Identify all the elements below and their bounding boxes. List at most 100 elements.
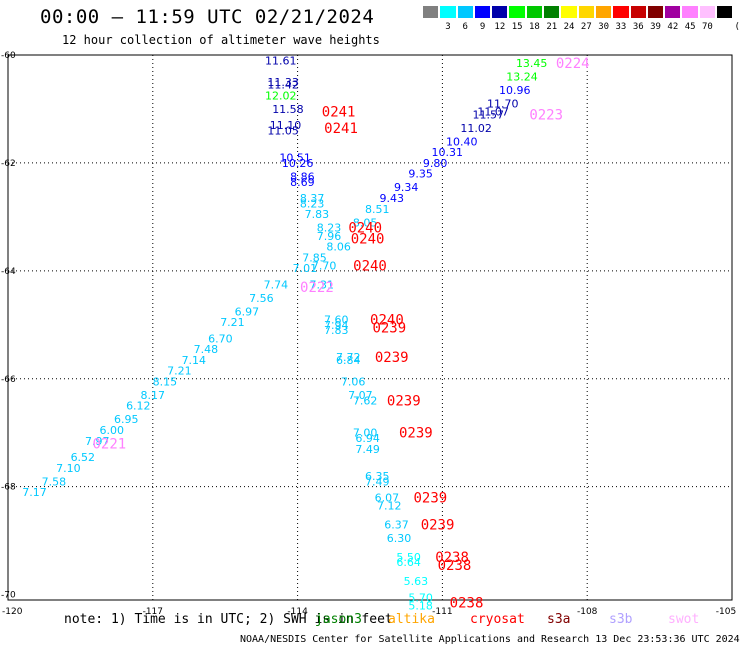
wave-height-label: 13.24 (506, 71, 538, 84)
wave-height-label: 6.70 (208, 332, 233, 345)
wave-height-label: 11.07 (477, 106, 509, 119)
wave-height-label: 7.83 (324, 324, 349, 337)
wave-height-label: 7.07 (348, 389, 373, 402)
legend-swatch (612, 5, 630, 19)
wave-height-label: 7.06 (341, 375, 366, 388)
time-label: 0239 (372, 321, 406, 337)
legend-swatch (716, 5, 734, 19)
legend-swatch (491, 5, 509, 19)
legend-label: 15 (511, 22, 523, 32)
legend-swatch (577, 5, 595, 19)
legend-label: 36 (632, 22, 644, 32)
wave-height-label: 6.00 (100, 424, 125, 437)
legend-label: 70 (702, 22, 713, 32)
time-label: 0239 (399, 426, 433, 442)
wave-height-label: 7.21 (220, 316, 245, 329)
mission-label-s3a: s3a (547, 612, 571, 627)
wave-height-label: 7.72 (336, 351, 361, 364)
wave-height-label: 8.17 (141, 389, 166, 402)
legend-label: 18 (529, 22, 540, 32)
wave-height-label: 5.18 (408, 599, 433, 612)
time-label: 0224 (556, 56, 590, 72)
wave-height-label: 6.07 (375, 491, 400, 504)
legend-label: 21 (546, 22, 558, 32)
mission-label-swot: swot (668, 612, 700, 627)
wave-height-label: 7.10 (56, 462, 81, 475)
legend-label: 6 (462, 22, 468, 32)
wave-height-label: 8.69 (290, 176, 315, 189)
wave-height-label: 7.85 (302, 251, 327, 264)
legend-label: 42 (667, 22, 679, 32)
time-label: 0239 (387, 393, 421, 409)
legend-swatch (543, 5, 561, 19)
legend-swatch (456, 5, 474, 19)
time-label: 0238 (450, 596, 484, 612)
wave-height-label: 7.96 (317, 230, 342, 243)
wave-height-label: 5.63 (404, 575, 429, 588)
legend-swatch (525, 5, 544, 19)
legend-swatch (422, 5, 440, 19)
wave-height-label: 7.00 (353, 427, 378, 440)
wave-height-label: 7.70 (312, 259, 337, 272)
wave-height-label: 6.30 (387, 532, 412, 545)
legend-unit: (ft) (734, 22, 740, 32)
legend-swatch (698, 5, 717, 19)
time-label: 0239 (421, 517, 455, 533)
wave-height-label: 6.37 (384, 518, 409, 531)
wave-height-label: 10.26 (282, 157, 314, 170)
time-label: 0223 (529, 107, 563, 123)
wave-height-label: 9.34 (394, 181, 419, 194)
legend-swatch (681, 5, 699, 19)
time-label: 0240 (351, 231, 385, 247)
legend-swatch (646, 5, 665, 19)
wave-height-label: 11.05 (267, 125, 299, 138)
wave-height-label: 10.31 (431, 146, 463, 159)
time-label: 0240 (370, 312, 404, 328)
wave-height-label: 6.84 (336, 354, 361, 367)
time-label: 0240 (353, 258, 387, 274)
wave-height-label: 8.86 (290, 170, 315, 183)
lon-tick-label: -114 (287, 607, 308, 617)
mission-label-jason3: jason3 (315, 612, 362, 627)
wave-height-label: 11.10 (270, 119, 302, 132)
wave-height-label: 9.80 (423, 157, 448, 170)
footnote: note: 1) Time is in UTC; 2) SWH is in fe… (64, 612, 393, 627)
mission-label-cryosat: cryosat (470, 612, 525, 627)
time-label: 0241 (322, 105, 356, 121)
legend-label: 30 (598, 22, 610, 32)
wave-height-label: 7.97 (85, 435, 110, 448)
wave-height-label: 11.61 (265, 54, 297, 67)
wave-height-label: 8.23 (300, 197, 325, 210)
legend-swatch (560, 5, 578, 19)
legend-swatch (594, 5, 613, 19)
credit-line: NOAA/NESDIS Center for Satellite Applica… (240, 634, 740, 645)
legend-swatch (664, 5, 682, 19)
map-frame (7, 54, 733, 601)
wave-height-label: 7.12 (377, 500, 402, 513)
wave-height-label: 7.56 (249, 292, 274, 305)
wave-height-label: 7.17 (22, 486, 47, 499)
lon-tick-label: -117 (143, 607, 163, 617)
wave-height-label: 9.43 (379, 192, 404, 205)
time-label: 0238 (438, 558, 472, 574)
legend-swatch (508, 5, 526, 19)
time-label: 0239 (375, 350, 409, 366)
wave-height-label: 7.31 (309, 278, 334, 291)
time-label: 0241 (324, 121, 358, 137)
wave-height-label: 8.51 (365, 203, 390, 216)
lon-tick-label: -111 (432, 607, 452, 617)
wave-height-label: 7.48 (194, 343, 219, 356)
wave-height-label: 6.12 (126, 400, 151, 413)
legend-label: 3 (445, 22, 451, 32)
wave-height-label: 11.70 (487, 98, 519, 111)
wave-height-label: 7.14 (182, 354, 207, 367)
lat-tick-label: -70 (1, 591, 16, 601)
wave-height-label: 12.02 (265, 89, 297, 102)
lat-tick-label: -64 (1, 267, 16, 277)
wave-height-label: 6.94 (355, 432, 380, 445)
legend-label: 33 (615, 22, 627, 32)
wave-height-label: 8.05 (353, 216, 378, 229)
